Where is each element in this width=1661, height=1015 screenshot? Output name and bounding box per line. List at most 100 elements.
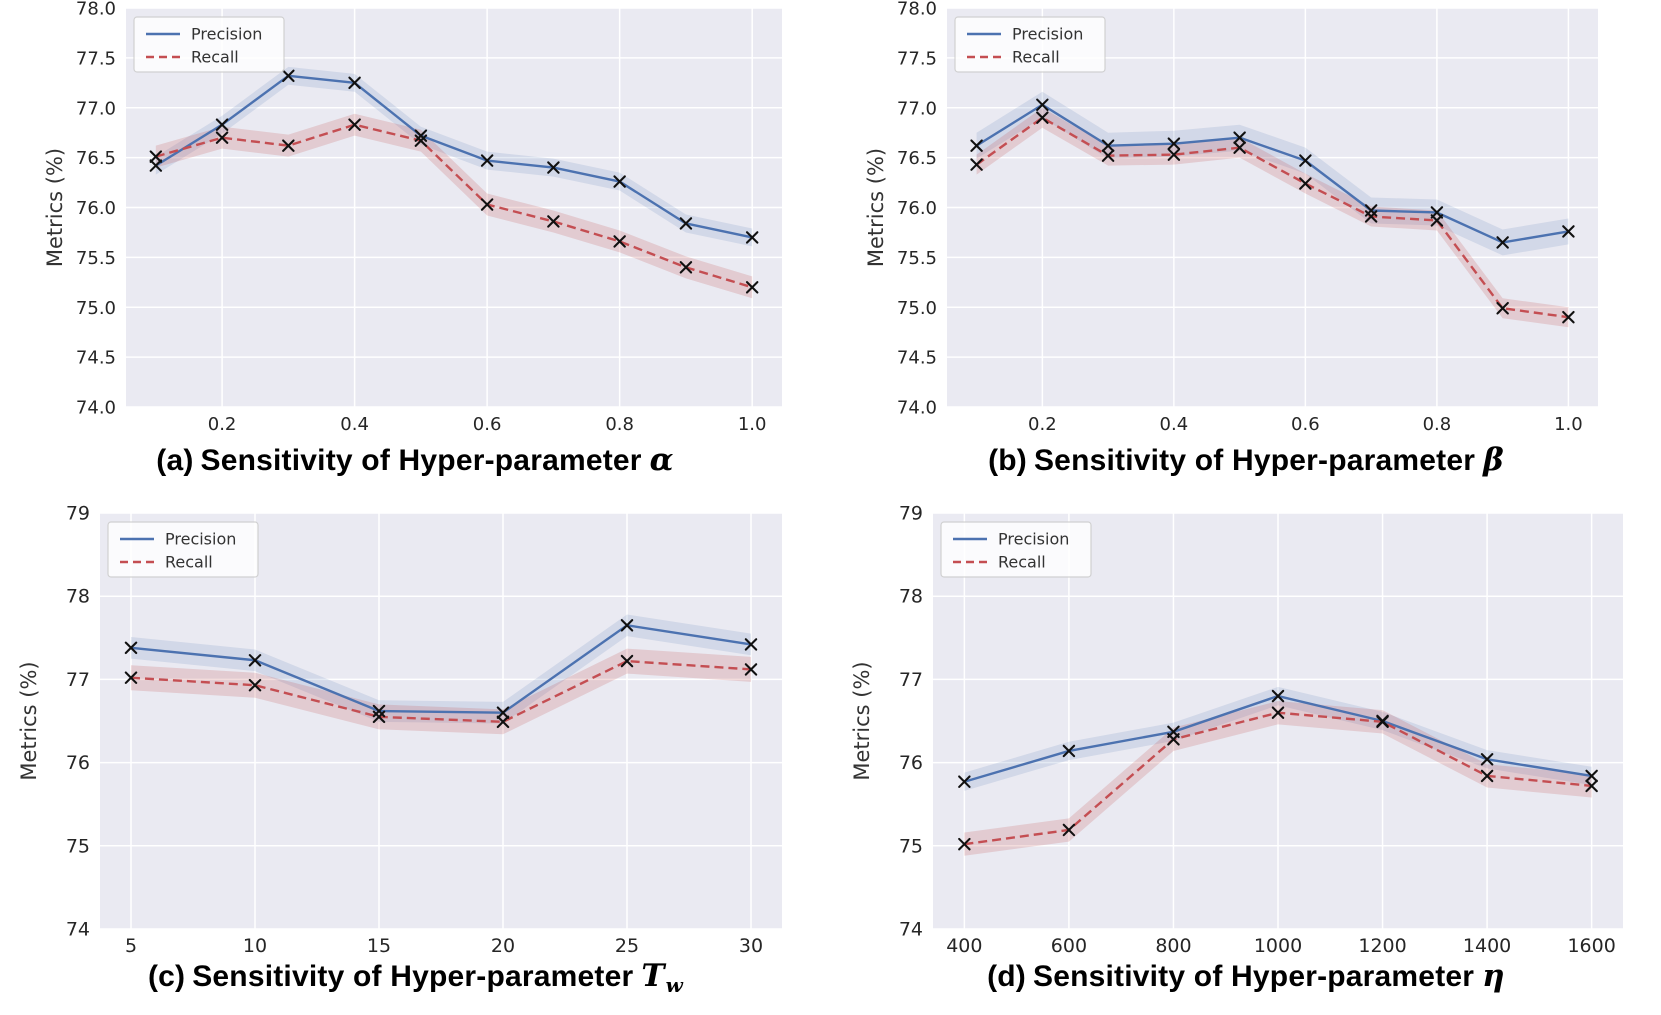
- legend-precision-label: Precision: [998, 530, 1069, 549]
- legend-recall-label: Recall: [1012, 48, 1060, 67]
- precision-band: [155, 66, 753, 247]
- svg-text:74.0: 74.0: [76, 398, 116, 419]
- svg-text:0.4: 0.4: [1160, 414, 1189, 435]
- recall-line: [130, 659, 752, 724]
- data-markers: [124, 619, 758, 729]
- svg-text:75.5: 75.5: [76, 248, 116, 269]
- caption-c-index: (c): [147, 960, 186, 993]
- svg-text:77.5: 77.5: [897, 48, 937, 69]
- svg-text:76.5: 76.5: [897, 148, 937, 169]
- caption-c-symbol: T: [641, 958, 665, 994]
- svg-text:77.0: 77.0: [897, 98, 937, 119]
- svg-text:0.4: 0.4: [340, 414, 369, 435]
- figure-d: 74 75 76 77 78 79 400 600 800 1000 1200 1400 1600 Met…: [831, 460, 1661, 1015]
- chart-a: 74.074.575.075.576.076.577.077.578.00.2 0…: [43, 0, 782, 435]
- data-markers: [970, 98, 1575, 324]
- gridlines: [100, 512, 782, 930]
- svg-text:77: 77: [899, 669, 923, 691]
- svg-text:600: 600: [1051, 935, 1087, 956]
- x-tick-labels: 400 600 800 1000 1200 1400 1600: [946, 935, 1616, 956]
- chart-c: 74 75 76 77 78 79 5 10 15 20 25 30 Metrics (%) Precis…: [17, 503, 782, 956]
- svg-text:74.0: 74.0: [897, 398, 937, 419]
- svg-text:75.0: 75.0: [897, 298, 937, 319]
- svg-text:10: 10: [243, 935, 267, 956]
- legend-precision-label: Precision: [165, 530, 236, 549]
- legend: Precision Recall: [940, 521, 1092, 578]
- y-tick-labels: 74 75 76 77 78 79: [899, 503, 923, 941]
- svg-text:75: 75: [899, 835, 923, 857]
- svg-text:30: 30: [739, 935, 763, 956]
- svg-text:0.2: 0.2: [208, 414, 237, 435]
- svg-text:0.8: 0.8: [605, 414, 634, 435]
- svg-text:78.0: 78.0: [897, 0, 937, 20]
- plot-area: [100, 513, 782, 929]
- caption-b: (b) Sensitivity of Hyper-parameter β: [831, 438, 1661, 482]
- y-axis-label: Metrics (%): [864, 148, 888, 267]
- caption-b-index: (b): [988, 444, 1027, 477]
- data-markers: [149, 69, 759, 294]
- svg-text:800: 800: [1155, 935, 1191, 956]
- svg-text:15: 15: [367, 935, 391, 956]
- svg-text:79: 79: [66, 503, 90, 525]
- recall-line: [155, 123, 753, 289]
- svg-text:76.0: 76.0: [897, 198, 937, 219]
- recall-line: [975, 116, 1569, 319]
- svg-text:74.5: 74.5: [76, 348, 116, 369]
- svg-text:1200: 1200: [1358, 935, 1406, 956]
- caption-d-index: (d): [987, 960, 1026, 993]
- y-axis-label: Metrics (%): [850, 661, 874, 780]
- svg-text:77.5: 77.5: [76, 48, 116, 69]
- caption-c-text: Sensitivity of Hyper-parameter: [192, 960, 634, 993]
- y-tick-labels: 74 75 76 77 78 79: [66, 503, 90, 941]
- y-axis-label: Metrics (%): [43, 148, 67, 267]
- svg-text:77: 77: [66, 669, 90, 691]
- legend-box: [940, 521, 1092, 578]
- y-tick-labels: 74.0 74.5 75.0 75.5 76.0 76.5 77.0 77.5 78.0: [76, 0, 116, 419]
- legend: Precision Recall: [954, 16, 1106, 73]
- x-tick-labels: 5 10 15 20 25 30: [125, 935, 763, 956]
- svg-text:74: 74: [899, 919, 923, 941]
- caption-d-symbol: η: [1482, 958, 1505, 994]
- gridlines: [933, 512, 1623, 930]
- gridlines: [947, 7, 1598, 408]
- svg-text:75.0: 75.0: [76, 298, 116, 319]
- caption-a-text: Sensitivity of Hyper-parameter: [200, 444, 642, 477]
- svg-text:1600: 1600: [1567, 935, 1615, 956]
- svg-text:400: 400: [946, 935, 982, 956]
- svg-text:5: 5: [125, 935, 137, 956]
- svg-text:20: 20: [491, 935, 515, 956]
- legend-recall-label: Recall: [998, 553, 1046, 572]
- gridlines: [126, 7, 782, 408]
- y-axis-label: Metrics (%): [17, 661, 41, 780]
- svg-text:78: 78: [899, 586, 923, 608]
- chart-b: 74.074.575.075.576.076.577.077.578.00.2 0…: [864, 0, 1598, 435]
- x-tick-labels: 0.2 0.4 0.6 0.8 1.0: [1028, 414, 1583, 435]
- caption-b-symbol: β: [1483, 442, 1504, 478]
- svg-text:1000: 1000: [1254, 935, 1302, 956]
- svg-text:1.0: 1.0: [738, 414, 767, 435]
- precision-band: [131, 614, 751, 724]
- svg-text:0.6: 0.6: [1291, 414, 1320, 435]
- legend-recall-label: Recall: [165, 553, 213, 572]
- caption-c: (c) Sensitivity of Hyper-parameter Tw: [0, 952, 830, 1000]
- caption-d-text: Sensitivity of Hyper-parameter: [1033, 960, 1475, 993]
- svg-text:74.5: 74.5: [897, 348, 937, 369]
- precision-line: [975, 103, 1569, 244]
- legend: Precision Recall: [107, 521, 259, 578]
- caption-b-text: Sensitivity of Hyper-parameter: [1033, 444, 1476, 477]
- caption-a-index: (a): [156, 444, 194, 477]
- recall-band: [976, 107, 1569, 328]
- recall-band: [131, 648, 751, 735]
- svg-text:76: 76: [66, 752, 90, 774]
- legend-box: [954, 16, 1106, 73]
- svg-text:1400: 1400: [1463, 935, 1511, 956]
- svg-text:77.0: 77.0: [76, 98, 116, 119]
- svg-text:76.5: 76.5: [76, 148, 116, 169]
- svg-text:78: 78: [66, 586, 90, 608]
- svg-text:75: 75: [66, 835, 90, 857]
- y-tick-labels: 74.0 74.5 75.0 75.5 76.0 76.5 77.0 77.5 78.0: [897, 0, 937, 419]
- svg-text:76.0: 76.0: [76, 198, 116, 219]
- figure-c: 74 75 76 77 78 79 5 10 15 20 25 30 Metrics (%) Precis…: [0, 460, 830, 1015]
- svg-text:79: 79: [899, 503, 923, 525]
- caption-d: (d) Sensitivity of Hyper-parameter η: [831, 952, 1661, 1000]
